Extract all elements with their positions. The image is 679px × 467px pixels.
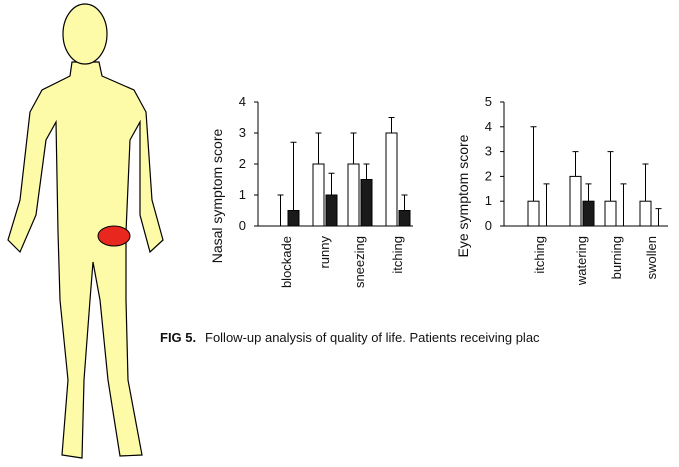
x-tick-label: itching	[532, 236, 547, 274]
bar	[605, 201, 616, 226]
y-tick-label: 2	[485, 168, 492, 183]
x-tick-label: runny	[317, 236, 332, 269]
error-bar	[364, 164, 370, 180]
body-outline	[8, 62, 163, 458]
bar	[640, 201, 651, 226]
bar	[399, 211, 410, 227]
y-axis-label: Eye symptom score	[455, 134, 471, 257]
error-bar	[586, 184, 592, 201]
page: FIG 5. Follow-up analysis of quality of …	[0, 0, 679, 467]
error-bar	[656, 209, 662, 226]
bar	[326, 195, 337, 226]
error-bar	[351, 133, 357, 164]
bar	[313, 164, 324, 226]
y-tick-label: 4	[485, 119, 492, 134]
error-bar	[643, 164, 649, 201]
error-bar	[621, 184, 627, 226]
y-tick-label: 1	[239, 187, 246, 202]
head	[63, 4, 107, 64]
y-tick-label: 2	[239, 156, 246, 171]
bar	[386, 133, 397, 226]
error-bar	[573, 152, 579, 177]
y-axis-label: Nasal symptom score	[209, 128, 225, 263]
x-tick-label: itching	[390, 236, 405, 274]
y-tick-label: 3	[239, 125, 246, 140]
x-tick-label: blockade	[279, 236, 294, 288]
y-tick-label: 5	[485, 94, 492, 109]
caption-label: FIG 5.	[160, 330, 196, 345]
error-bar	[316, 133, 322, 164]
y-tick-label: 3	[485, 144, 492, 159]
bar	[288, 211, 299, 227]
bar	[528, 201, 539, 226]
bar	[348, 164, 359, 226]
y-tick-label: 1	[485, 193, 492, 208]
x-tick-label: burning	[609, 236, 624, 279]
bar	[361, 180, 372, 227]
x-tick-label: swollen	[644, 236, 659, 279]
error-bar	[278, 195, 284, 226]
bar	[570, 176, 581, 226]
bar	[583, 201, 594, 226]
error-bar	[402, 195, 408, 211]
x-tick-label: sneezing	[352, 236, 367, 288]
error-bar	[608, 152, 614, 202]
error-bar	[531, 127, 537, 201]
y-tick-label: 0	[239, 218, 246, 233]
y-tick-label: 4	[239, 94, 246, 109]
y-tick-label: 0	[485, 218, 492, 233]
error-bar	[544, 184, 550, 226]
error-bar	[389, 118, 395, 134]
error-bar	[291, 142, 297, 210]
body-illustration	[8, 4, 163, 458]
caption-text: Follow-up analysis of quality of life. P…	[205, 330, 540, 345]
error-bar	[329, 173, 335, 195]
lesion	[98, 226, 130, 246]
x-tick-label: watering	[574, 236, 589, 286]
